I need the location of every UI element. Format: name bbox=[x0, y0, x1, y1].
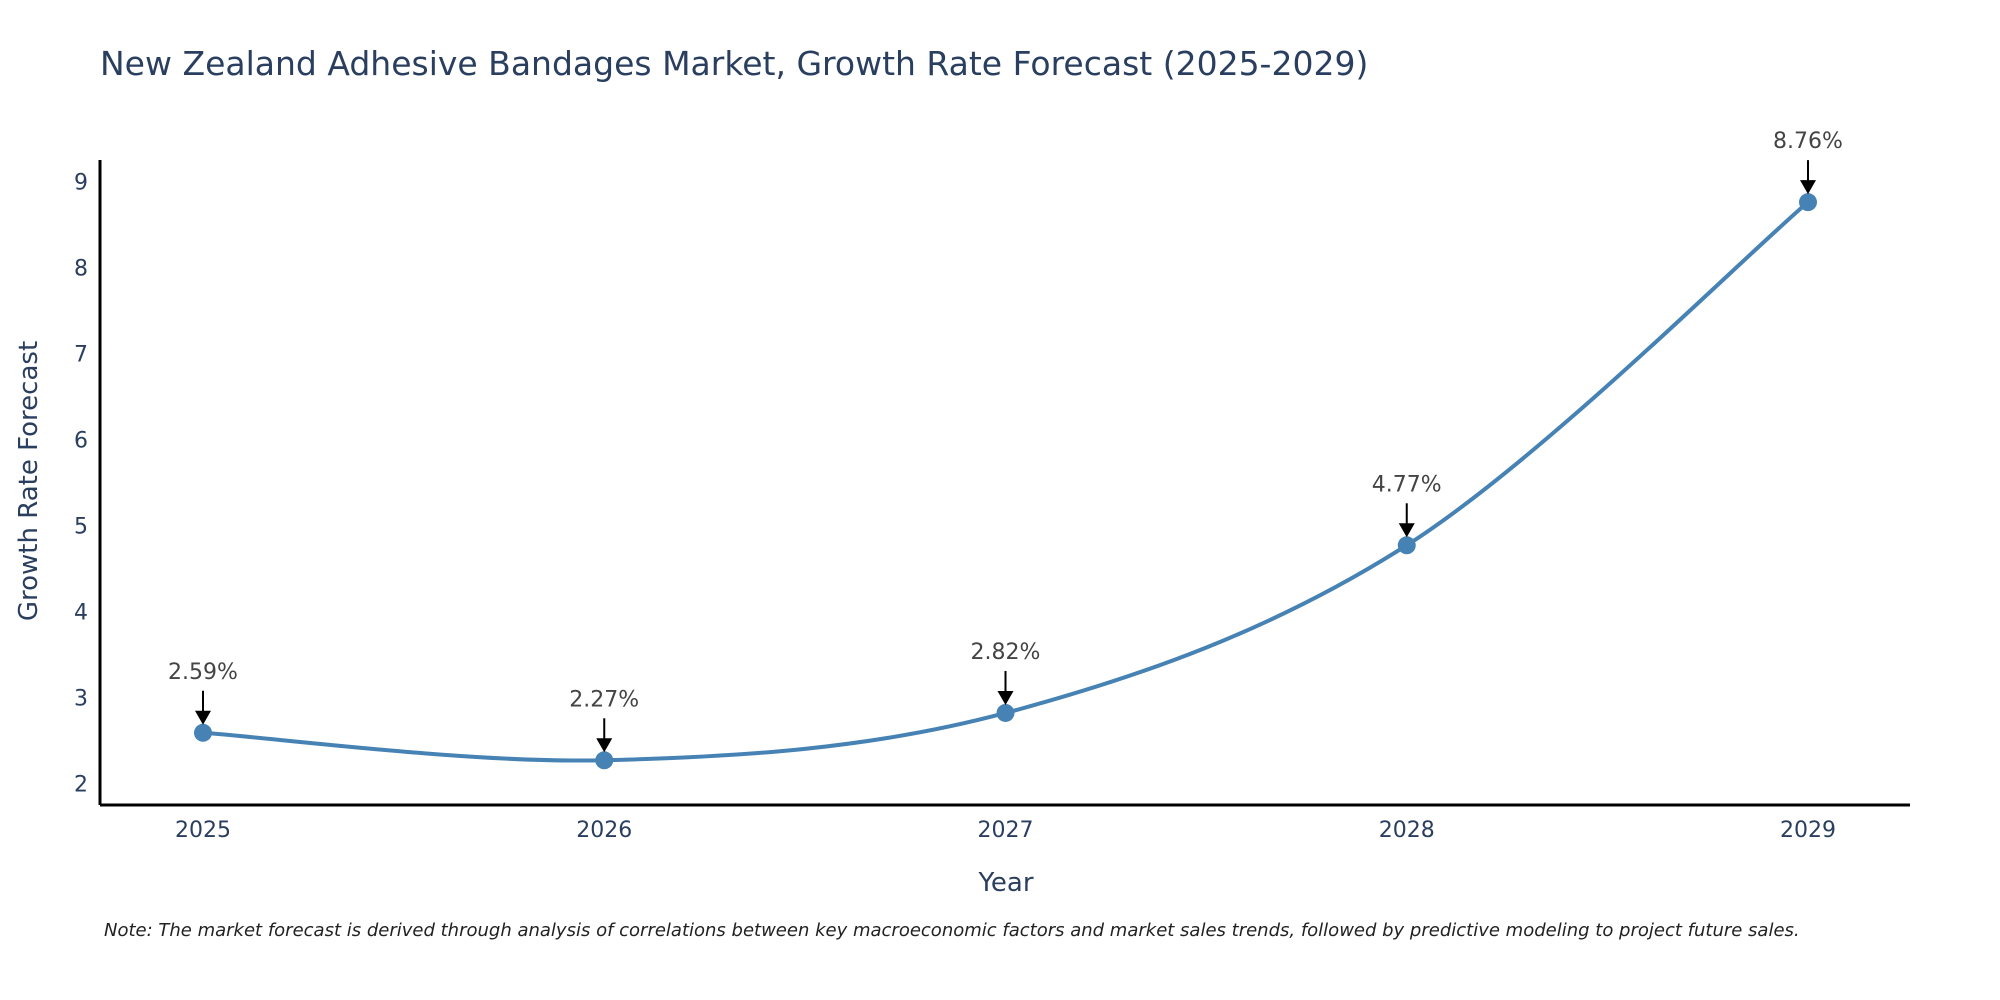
y-tick-label: 5 bbox=[74, 515, 88, 540]
y-axis-title: Growth Rate Forecast bbox=[14, 341, 44, 621]
annotation-arrowhead bbox=[1398, 523, 1415, 538]
x-tick-label: 2026 bbox=[576, 818, 632, 843]
y-tick-label: 4 bbox=[74, 601, 88, 626]
data-label: 4.77% bbox=[1372, 472, 1442, 497]
annotation-arrowhead bbox=[195, 710, 211, 725]
data-label: 8.76% bbox=[1773, 129, 1843, 154]
data-point bbox=[1397, 536, 1416, 555]
axes bbox=[98, 160, 1910, 807]
data-label: 2.59% bbox=[168, 660, 238, 685]
annotation-arrowhead bbox=[997, 690, 1014, 705]
annotations: 2.59% 2.27% 2.82% 4.77% 8.76% bbox=[168, 129, 1843, 753]
y-tick-label: 8 bbox=[74, 257, 88, 282]
x-tick-label: 2029 bbox=[1780, 818, 1836, 843]
y-tick-label: 2 bbox=[74, 773, 88, 798]
data-label: 2.82% bbox=[971, 640, 1041, 665]
y-tick-label: 3 bbox=[74, 687, 88, 712]
x-tick-label: 2027 bbox=[978, 818, 1034, 843]
x-tick-label: 2028 bbox=[1379, 818, 1435, 843]
x-axis-title: Year bbox=[977, 868, 1033, 898]
y-tick-label: 6 bbox=[74, 429, 88, 454]
annotation-arrowhead bbox=[1800, 180, 1816, 195]
data-point bbox=[194, 723, 212, 742]
y-tick-label: 7 bbox=[74, 343, 88, 368]
series-layer bbox=[194, 193, 1817, 770]
data-point bbox=[1799, 193, 1817, 212]
chart-title: New Zealand Adhesive Bandages Market, Gr… bbox=[100, 44, 1369, 83]
data-point bbox=[996, 703, 1015, 722]
annotation-arrowhead bbox=[596, 738, 613, 753]
data-label: 2.27% bbox=[569, 687, 639, 712]
x-tick-label: 2025 bbox=[175, 818, 231, 843]
footnote: Note: The market forecast is derived thr… bbox=[104, 920, 1800, 941]
tick-labels: 2 3 4 5 6 7 8 9 2025 2026 2027 2028 2029 bbox=[74, 171, 1836, 844]
y-tick-label: 9 bbox=[74, 171, 88, 196]
data-point bbox=[595, 751, 614, 770]
series-line bbox=[202, 200, 1810, 763]
